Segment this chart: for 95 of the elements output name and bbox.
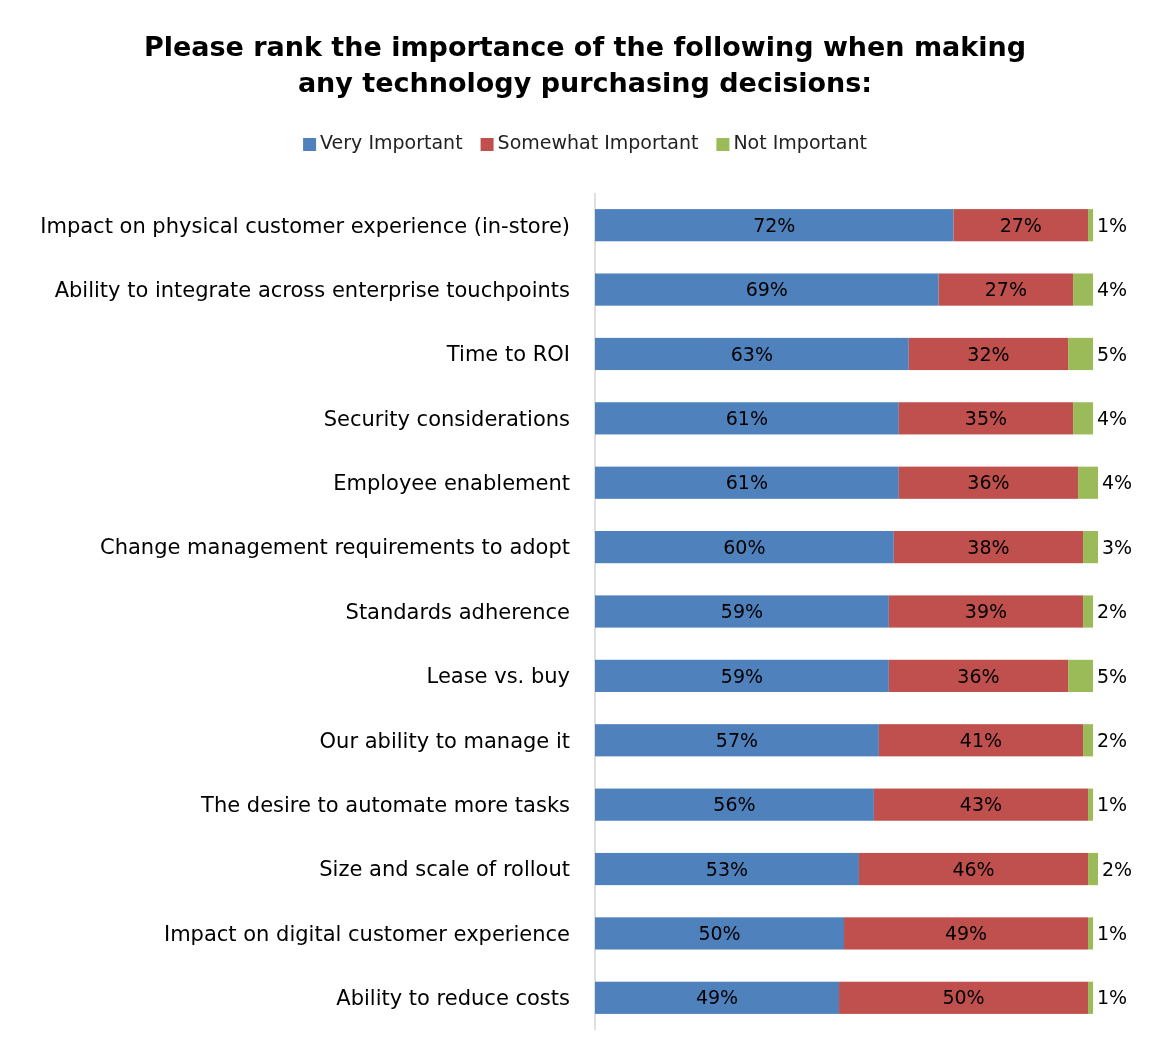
y-tick-label: Employee enablement bbox=[333, 471, 570, 496]
bar bbox=[878, 724, 1084, 757]
data-label: 56% bbox=[713, 793, 756, 816]
data-label: 49% bbox=[944, 922, 988, 945]
y-tick-label: Time to ROI bbox=[445, 342, 570, 367]
bar bbox=[908, 337, 1069, 371]
bar bbox=[595, 788, 874, 821]
data-label: 27% bbox=[984, 278, 1027, 301]
data-label: 43% bbox=[959, 793, 1003, 816]
bar bbox=[1088, 852, 1098, 886]
bar bbox=[595, 917, 845, 950]
data-label: 50% bbox=[942, 986, 985, 1009]
bar bbox=[898, 466, 1079, 499]
data-label: 2% bbox=[1102, 857, 1133, 880]
data-label: 39% bbox=[964, 600, 1008, 623]
y-tick-label: Ability to integrate across enterprise touchpoints bbox=[54, 277, 570, 302]
bar bbox=[893, 531, 1084, 564]
legend-label: Not Important bbox=[733, 131, 867, 153]
data-label: 2% bbox=[1097, 600, 1128, 623]
bar bbox=[1068, 337, 1094, 371]
data-label: 50% bbox=[698, 922, 741, 945]
bar bbox=[595, 466, 899, 499]
y-tick-label: Security considerations bbox=[323, 406, 570, 431]
bar bbox=[844, 917, 1089, 950]
data-label: 32% bbox=[967, 342, 1010, 365]
bar bbox=[1073, 402, 1094, 435]
data-label: 36% bbox=[957, 664, 1000, 687]
bar bbox=[595, 981, 840, 1014]
data-label: 38% bbox=[967, 535, 1010, 558]
data-label: 59% bbox=[720, 664, 764, 687]
bar bbox=[898, 402, 1074, 435]
y-tick-label: Standards adherence bbox=[345, 599, 570, 624]
bar bbox=[1088, 788, 1094, 821]
data-label: 57% bbox=[715, 728, 759, 751]
data-label: 5% bbox=[1097, 664, 1128, 687]
data-label: 61% bbox=[725, 407, 769, 429]
data-label: 1% bbox=[1097, 793, 1128, 816]
bar bbox=[1073, 273, 1094, 306]
bar bbox=[1078, 466, 1098, 499]
bar bbox=[595, 402, 899, 435]
data-label: 72% bbox=[753, 213, 796, 236]
data-label: 1% bbox=[1097, 213, 1128, 236]
data-label: 60% bbox=[723, 535, 766, 558]
bar bbox=[1083, 531, 1098, 564]
data-label: 46% bbox=[952, 857, 995, 880]
data-label: 1% bbox=[1097, 986, 1128, 1009]
data-label: 59% bbox=[720, 600, 764, 623]
chart-title: Please rank the importance of the following when making any technology purchasing decisions: bbox=[143, 31, 1027, 98]
bar bbox=[595, 209, 954, 242]
y-tick-label: Ability to reduce costs bbox=[336, 986, 570, 1011]
bar bbox=[1083, 595, 1094, 628]
data-label: 2% bbox=[1097, 728, 1128, 751]
bar bbox=[595, 852, 859, 886]
data-label: 41% bbox=[959, 728, 1003, 751]
data-label: 4% bbox=[1097, 407, 1128, 429]
data-label: 36% bbox=[967, 471, 1010, 494]
y-tick-label: Lease vs. buy bbox=[426, 664, 570, 689]
y-tick-label: Change management requirements to adopt bbox=[100, 535, 570, 560]
bar bbox=[1088, 981, 1094, 1014]
data-label: 4% bbox=[1102, 471, 1133, 494]
bar bbox=[1088, 209, 1094, 242]
data-label: 53% bbox=[705, 857, 749, 880]
y-tick-label: Impact on digital customer experience bbox=[163, 921, 570, 946]
data-label: 1% bbox=[1097, 922, 1128, 945]
bar bbox=[595, 724, 879, 757]
legend-label: Somewhat Important bbox=[497, 131, 699, 153]
y-tick-label: Size and scale of rollout bbox=[319, 857, 570, 882]
bar bbox=[595, 531, 894, 564]
bar bbox=[1083, 724, 1094, 757]
data-label: 5% bbox=[1097, 342, 1128, 365]
bar bbox=[938, 273, 1074, 306]
data-label: 27% bbox=[999, 213, 1042, 236]
bar bbox=[1088, 917, 1094, 950]
legend-label: Very Important bbox=[320, 131, 463, 153]
bar bbox=[888, 595, 1084, 628]
data-label: 63% bbox=[730, 342, 773, 365]
bar bbox=[873, 788, 1089, 821]
y-tick-label: The desire to automate more tasks bbox=[200, 793, 570, 817]
bar bbox=[839, 981, 1089, 1014]
data-label: 4% bbox=[1097, 278, 1128, 301]
data-label: 69% bbox=[745, 278, 788, 301]
data-label: 61% bbox=[725, 471, 769, 494]
bar bbox=[953, 209, 1089, 242]
y-tick-label: Impact on physical customer experience (in-store) bbox=[40, 213, 570, 238]
bar bbox=[595, 659, 889, 692]
data-label: 35% bbox=[964, 407, 1008, 429]
bar bbox=[858, 852, 1089, 886]
bar bbox=[1068, 659, 1094, 692]
bar bbox=[595, 337, 909, 371]
data-label: 49% bbox=[695, 986, 739, 1009]
bar bbox=[595, 595, 889, 628]
bar bbox=[888, 659, 1069, 692]
bar bbox=[595, 273, 939, 306]
y-tick-label: Our ability to manage it bbox=[319, 728, 570, 753]
data-label: 3% bbox=[1102, 535, 1133, 558]
